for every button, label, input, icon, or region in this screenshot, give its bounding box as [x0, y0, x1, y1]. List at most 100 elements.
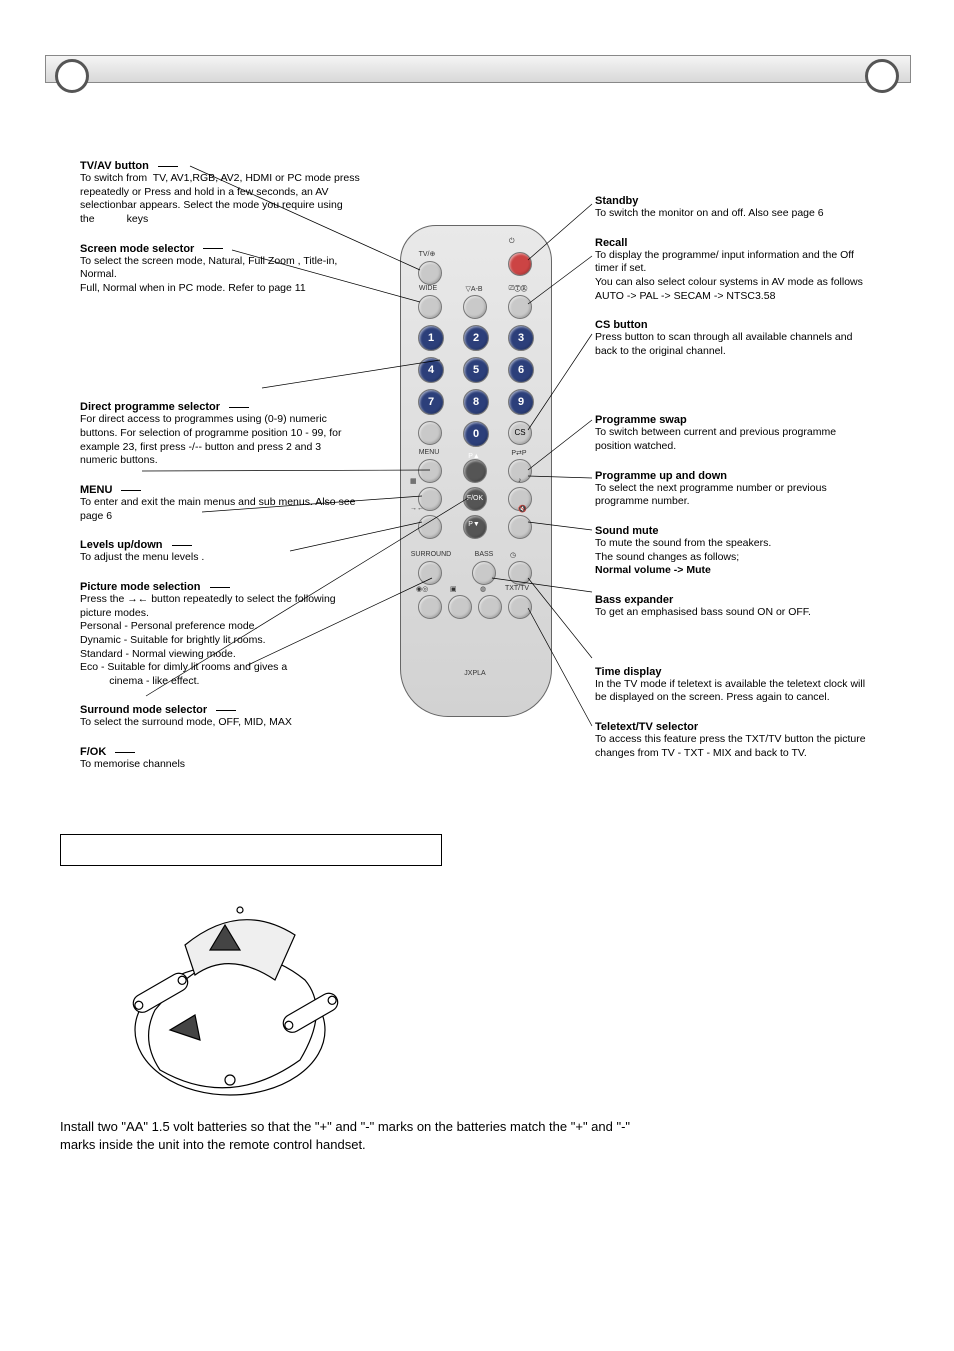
lbl-wide: WIDE: [414, 285, 442, 292]
lbl-pup: P▲: [458, 453, 490, 460]
mute-title: Sound mute: [595, 525, 875, 537]
right-column: Standby To switch the monitor on and off…: [595, 195, 875, 776]
btn-standby: [508, 252, 532, 276]
lbl-pswap: P⇄P: [504, 449, 534, 457]
btn-recall: [508, 295, 532, 319]
btn-cs: CS: [508, 421, 532, 445]
standby-title: Standby: [595, 195, 875, 207]
entry-mute: Sound mute To mute the sound from the sp…: [595, 525, 875, 578]
btn-b2: [448, 595, 472, 619]
screen-title: Screen mode selector: [80, 243, 194, 255]
lbl-ab: ▽A-B: [458, 285, 490, 293]
menu-desc: To enter and exit the main menus and sub…: [80, 496, 360, 523]
power-icon: ⏻: [509, 238, 515, 246]
btn-b3: [478, 595, 502, 619]
entry-fok: F/OK To memorise channels: [80, 746, 360, 772]
entry-standby: Standby To switch the monitor on and off…: [595, 195, 875, 221]
btn-surround: [418, 561, 442, 585]
tvav-desc: To switch from TV, AV1,RGB, AV2, HDMI or…: [80, 172, 360, 227]
lbl-rec: ⎚ⓉⓇ: [502, 285, 534, 293]
btn-2: 2: [463, 325, 489, 351]
lbl-snd-icon: ♪: [518, 477, 522, 484]
swap-desc: To switch between current and previous p…: [595, 426, 875, 453]
mute-pre: To mute the sound from the speakers. The…: [595, 537, 771, 563]
btn-txt: [508, 595, 532, 619]
entry-levels: Levels up/down To adjust the menu levels…: [80, 539, 360, 565]
btn-1: 1: [418, 325, 444, 351]
page-marker-left: [55, 59, 89, 93]
entry-pud: Programme up and down To select the next…: [595, 470, 875, 509]
lbl-tvav: TV/⊕: [412, 250, 442, 258]
direct-title: Direct programme selector: [80, 401, 220, 413]
picture-title: Picture mode selection: [80, 581, 200, 593]
lbl-model: JXPLA: [455, 670, 495, 677]
recall-desc: To display the programme/ input informat…: [595, 249, 875, 304]
battery-text: Install two "AA" 1.5 volt batteries so t…: [60, 1118, 650, 1153]
lbl-pic2-icon: →←: [410, 505, 424, 512]
entry-direct: Direct programme selector For direct acc…: [80, 401, 360, 468]
bass-desc: To get an emphasised bass sound ON or OF…: [595, 606, 875, 620]
btn-ab: [463, 295, 487, 319]
surround-title: Surround mode selector: [80, 704, 207, 716]
btn-7: 7: [418, 389, 444, 415]
btn-bass: [472, 561, 496, 585]
btn-9: 9: [508, 389, 534, 415]
lbl-b3: ◍: [480, 585, 486, 593]
entry-recall: Recall To display the programme/ input i…: [595, 237, 875, 304]
btn-4: 4: [418, 357, 444, 383]
txt-title: Teletext/TV selector: [595, 721, 875, 733]
btn-mute: [508, 515, 532, 539]
pud-title: Programme up and down: [595, 470, 875, 482]
entry-swap: Programme swap To switch between current…: [595, 414, 875, 453]
lbl-b2: ▣: [450, 585, 457, 593]
pud-desc: To select the next programme number or p…: [595, 482, 875, 509]
lbl-mute-icon: 🔇: [518, 505, 527, 513]
recall-title: Recall: [595, 237, 875, 249]
entry-time: Time display In the TV mode if teletext …: [595, 666, 875, 705]
remote-diagram: TV/⊕ ⏻ WIDE ▽A-B ⎚ⓉⓇ 1 2 3 4 5 6 7 8 9 0…: [400, 225, 550, 725]
levels-title: Levels up/down: [80, 539, 163, 551]
levels-desc: To adjust the menu levels .: [80, 551, 360, 565]
lbl-menu: MENU: [414, 449, 444, 456]
lbl-pdn: P▼: [458, 521, 490, 528]
tvav-title: TV/AV button: [80, 160, 149, 172]
lbl-txt: TXT/TV: [500, 585, 534, 592]
btn-6: 6: [508, 357, 534, 383]
mute-desc: To mute the sound from the speakers. The…: [595, 537, 875, 578]
fok-title: F/OK: [80, 746, 106, 758]
header-bar: [45, 55, 911, 83]
entry-menu: MENU To enter and exit the main menus an…: [80, 484, 360, 523]
lbl-surround: SURROUND: [408, 551, 454, 558]
entry-picture: Picture mode selection Press the →← butt…: [80, 581, 360, 688]
picture-desc: Press the →← button repeatedly to select…: [80, 593, 360, 688]
btn-menu: [418, 459, 442, 483]
btn-3: 3: [508, 325, 534, 351]
mute-bold: Normal volume -> Mute: [595, 564, 711, 576]
standby-desc: To switch the monitor on and off. Also s…: [595, 207, 875, 221]
cs-desc: Press button to scan through all availab…: [595, 331, 875, 358]
lbl-bass: BASS: [470, 551, 498, 558]
btn-fok: F/OK: [463, 487, 487, 511]
btn-b1: [418, 595, 442, 619]
entry-screen: Screen mode selector To select the scree…: [80, 243, 360, 296]
btn-wide: [418, 295, 442, 319]
entry-surround: Surround mode selector To select the sur…: [80, 704, 360, 730]
battery-title-box: [60, 834, 442, 866]
swap-title: Programme swap: [595, 414, 875, 426]
left-column: TV/AV button To switch from TV, AV1,RGB,…: [80, 160, 360, 788]
cs-title: CS button: [595, 319, 875, 331]
btn-dash: [418, 421, 442, 445]
clock-icon: ◷: [510, 551, 516, 559]
entry-tvav: TV/AV button To switch from TV, AV1,RGB,…: [80, 160, 360, 227]
txt-desc: To access this feature press the TXT/TV …: [595, 733, 875, 760]
btn-pup: [463, 459, 487, 483]
btn-picmode: [418, 515, 442, 539]
time-title: Time display: [595, 666, 875, 678]
lbl-pic-icon: ▦: [410, 477, 417, 485]
battery-illustration: [100, 880, 360, 1110]
fok-desc: To memorise channels: [80, 758, 360, 772]
entry-txt: Teletext/TV selector To access this feat…: [595, 721, 875, 760]
btn-0: 0: [463, 421, 489, 447]
time-desc: In the TV mode if teletext is available …: [595, 678, 875, 705]
menu-title: MENU: [80, 484, 112, 496]
